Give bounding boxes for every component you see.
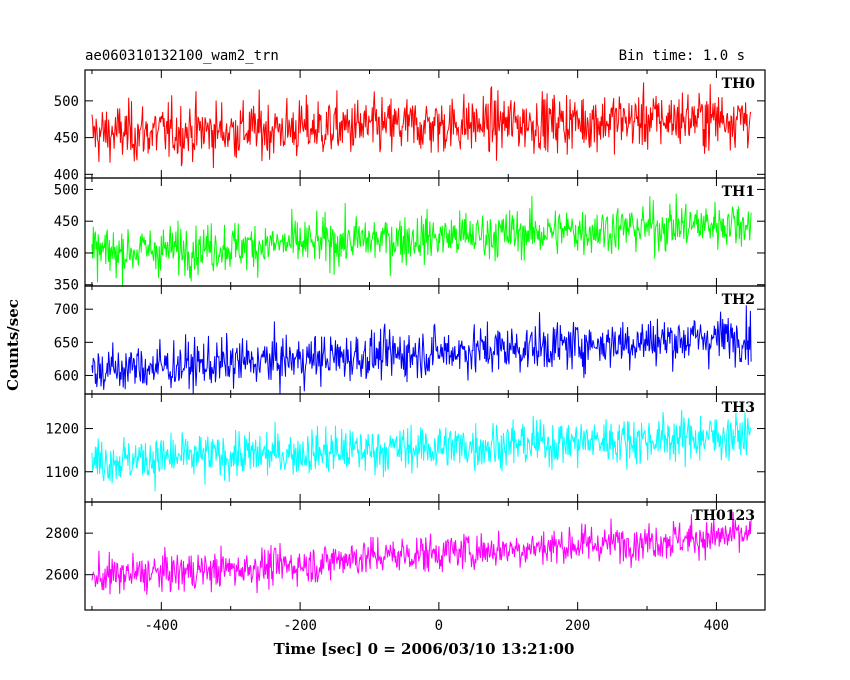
y-tick-label: 450 (54, 131, 79, 147)
y-tick-label: 450 (54, 214, 79, 230)
y-tick-label: 500 (54, 182, 79, 198)
x-axis-label: Time [sec] 0 = 2006/03/10 13:21:00 (274, 640, 575, 658)
y-tick-label: 400 (54, 167, 79, 183)
series-line-th3 (91, 409, 752, 492)
x-tick-label: -400 (144, 618, 178, 634)
y-tick-label: 500 (54, 94, 79, 110)
y-tick-label: 350 (54, 278, 79, 294)
panel-label-th1: TH1 (722, 184, 755, 200)
y-tick-label: 650 (54, 335, 79, 351)
x-tick-label: 200 (565, 618, 590, 634)
bin-time-label: Bin time: 1.0 s (619, 48, 745, 64)
series-line-th0 (91, 82, 752, 169)
x-tick-label: 0 (435, 618, 443, 634)
series-line-th2 (91, 305, 752, 395)
x-tick-label: 400 (704, 618, 729, 634)
y-tick-label: 700 (54, 302, 79, 318)
panel-label-th0123: TH0123 (692, 508, 755, 524)
chart-title: ae060310132100_wam2_trn (85, 48, 279, 64)
y-tick-label: 400 (54, 246, 79, 262)
panel-label-th0: TH0 (722, 76, 756, 92)
series-line-th0123 (91, 511, 752, 595)
y-axis-label: Counts/sec (4, 299, 22, 391)
y-tick-label: 1100 (45, 465, 79, 481)
panel-frame-th0123 (84, 501, 766, 611)
series-line-th1 (91, 193, 752, 287)
x-tick-label: -200 (283, 618, 317, 634)
y-tick-label: 2800 (45, 526, 79, 542)
y-tick-label: 2600 (45, 568, 79, 584)
panel-label-th2: TH2 (722, 292, 755, 308)
y-tick-label: 1200 (45, 422, 79, 438)
panels-group: 400 450 500 TH0 350 400 450 500 TH1 600 650 700 TH2 1… (45, 69, 766, 634)
y-tick-label: 600 (54, 368, 79, 384)
panel-label-th3: TH3 (722, 400, 755, 416)
